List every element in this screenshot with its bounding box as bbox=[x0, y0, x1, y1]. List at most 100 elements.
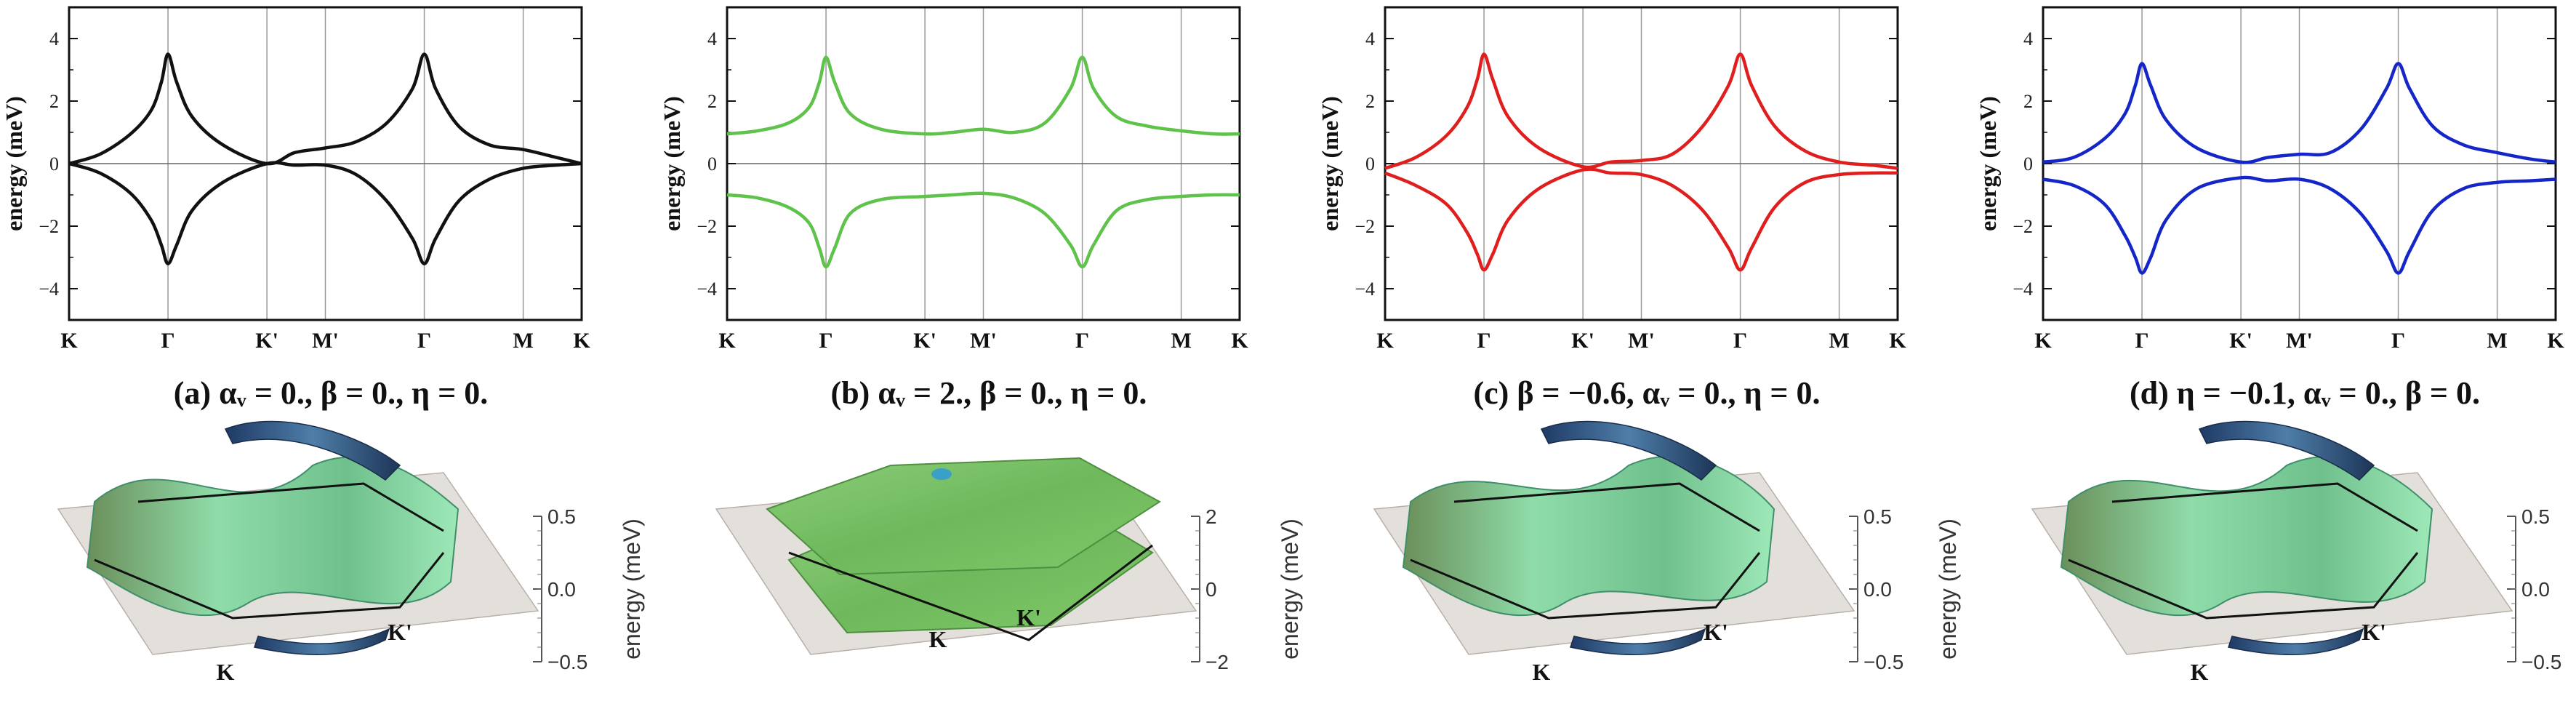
surface-axis-tick-label: −2 bbox=[1205, 651, 1229, 673]
x-tick-label: K bbox=[1376, 329, 1394, 353]
energy-sheet bbox=[1402, 455, 1775, 617]
y-tick-label: 4 bbox=[707, 28, 717, 49]
x-tick-label: Γ bbox=[1733, 329, 1747, 353]
surface-axis-tick-label: 0.5 bbox=[547, 505, 576, 528]
series-lower-line bbox=[2042, 175, 2556, 275]
series-lower-line bbox=[726, 191, 1240, 269]
x-tick-label: Γ bbox=[2391, 329, 2405, 353]
x-tick-label: K bbox=[718, 329, 736, 353]
surface-axis-tick-label: 0 bbox=[1205, 578, 1217, 601]
brillouin-zone-edge bbox=[2111, 482, 2418, 532]
y-tick-label: 2 bbox=[2023, 91, 2033, 112]
y-tick-label: 2 bbox=[707, 91, 717, 112]
y-tick-label: −4 bbox=[2013, 279, 2033, 300]
surface-plot: K K' 0.5 0.0 −0.5 energy (meV) bbox=[1373, 420, 1961, 685]
band-ribbon-top bbox=[224, 420, 401, 481]
x-tick-label: K bbox=[1889, 329, 1906, 353]
x-tick-label: M' bbox=[2286, 329, 2313, 353]
brillouin-zone-edge bbox=[2068, 552, 2419, 620]
y-axis-label: energy (meV) bbox=[1317, 96, 1343, 231]
surface-axis-label: energy (meV) bbox=[1935, 518, 1961, 660]
y-tick-label: −4 bbox=[697, 279, 717, 300]
x-tick-label: M' bbox=[970, 329, 997, 353]
y-tick-label: −2 bbox=[1355, 216, 1375, 237]
band-ribbon-top bbox=[1540, 420, 1717, 481]
surface-axis-tick-label: 0.5 bbox=[2521, 505, 2550, 528]
y-tick-label: −2 bbox=[697, 216, 717, 237]
x-tick-label: K bbox=[2034, 329, 2052, 353]
y-tick-label: 0 bbox=[1365, 153, 1375, 175]
surface-axis-tick-label: 2 bbox=[1205, 505, 1217, 528]
panel-caption: (b) αᵥ = 2., β = 0., η = 0. bbox=[831, 375, 1147, 411]
x-tick-label: Γ bbox=[2135, 329, 2149, 353]
y-axis-label: energy (meV) bbox=[1, 96, 27, 231]
x-tick-label: Γ bbox=[161, 329, 175, 353]
surface-axis-tick-label: −0.5 bbox=[547, 651, 587, 673]
energy-sheet bbox=[2060, 456, 2433, 617]
x-tick-label: K' bbox=[2229, 329, 2252, 353]
y-tick-label: 0 bbox=[2023, 153, 2033, 175]
brillouin-zone-edge bbox=[1453, 482, 1760, 532]
y-tick-label: 4 bbox=[1365, 28, 1375, 49]
x-tick-label: K bbox=[2547, 329, 2564, 353]
panel-caption: (d) η = −0.1, αᵥ = 0., β = 0. bbox=[2130, 375, 2480, 411]
band-ribbon-bottom bbox=[254, 628, 390, 655]
upper-energy-sheet bbox=[766, 457, 1161, 576]
y-tick-label: 2 bbox=[1365, 91, 1375, 112]
series-upper-line bbox=[726, 55, 1240, 136]
surface-axis-tick-label: −0.5 bbox=[1863, 651, 1903, 673]
series-lower-line bbox=[1384, 167, 1898, 272]
k-point-label: K bbox=[929, 626, 947, 652]
band-ribbon-bottom bbox=[1570, 628, 1706, 655]
y-tick-label: 0 bbox=[49, 153, 59, 175]
k-prime-point-label: K' bbox=[1704, 619, 1728, 645]
y-tick-label: 4 bbox=[49, 28, 59, 49]
y-tick-label: −4 bbox=[1355, 279, 1375, 300]
panel-caption: (a) αᵥ = 0., β = 0., η = 0. bbox=[174, 375, 488, 411]
x-tick-label: M bbox=[1171, 329, 1191, 353]
x-tick-label: K bbox=[60, 329, 78, 353]
x-tick-label: K' bbox=[1571, 329, 1594, 353]
y-tick-label: −4 bbox=[39, 279, 59, 300]
k-prime-point-label: K' bbox=[2362, 619, 2386, 645]
k-point-label: K bbox=[2191, 659, 2209, 685]
surface-axis-tick-label: 0.0 bbox=[1863, 578, 1892, 601]
x-tick-label: M' bbox=[1628, 329, 1655, 353]
surface-axis-tick-label: 0.0 bbox=[547, 578, 576, 601]
y-tick-label: 0 bbox=[707, 153, 717, 175]
gamma-point-spike bbox=[931, 468, 952, 480]
series-lower-line bbox=[68, 161, 582, 265]
x-tick-label: K bbox=[573, 329, 590, 353]
k-prime-point-label: K' bbox=[1016, 604, 1041, 630]
x-tick-label: M bbox=[513, 329, 533, 353]
series-upper-line bbox=[1384, 52, 1898, 170]
panel-caption: (c) β = −0.6, αᵥ = 0., η = 0. bbox=[1473, 375, 1820, 411]
surface-axis-label: energy (meV) bbox=[1277, 518, 1303, 660]
surface-axis-tick-label: 0.5 bbox=[1863, 505, 1892, 528]
band-ribbon-bottom bbox=[2228, 628, 2364, 655]
y-tick-label: −2 bbox=[2013, 216, 2033, 237]
surface-axis-label: energy (meV) bbox=[619, 518, 645, 660]
x-tick-label: K' bbox=[913, 329, 936, 353]
brillouin-zone-edge bbox=[1410, 552, 1761, 620]
y-tick-label: −2 bbox=[39, 216, 59, 237]
series-upper-line bbox=[68, 52, 582, 166]
series-upper-line bbox=[2042, 62, 2556, 164]
band-ribbon-top bbox=[2198, 420, 2375, 481]
brillouin-zone-edge bbox=[94, 552, 445, 620]
x-tick-label: Γ bbox=[1477, 329, 1491, 353]
surface-axis-tick-label: 0.0 bbox=[2521, 578, 2550, 601]
energy-sheet bbox=[86, 456, 460, 617]
k-prime-point-label: K' bbox=[388, 619, 412, 645]
k-point-label: K bbox=[1533, 659, 1551, 685]
x-tick-label: M bbox=[2487, 329, 2507, 353]
x-tick-label: M' bbox=[312, 329, 339, 353]
surface-axis-tick-label: −0.5 bbox=[2521, 651, 2561, 673]
x-tick-label: Γ bbox=[819, 329, 833, 353]
brillouin-zone-edge bbox=[137, 482, 444, 532]
